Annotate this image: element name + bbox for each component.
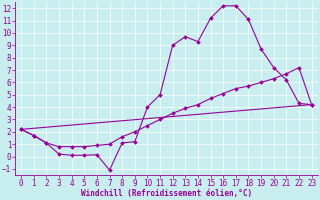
X-axis label: Windchill (Refroidissement éolien,°C): Windchill (Refroidissement éolien,°C): [81, 189, 252, 198]
